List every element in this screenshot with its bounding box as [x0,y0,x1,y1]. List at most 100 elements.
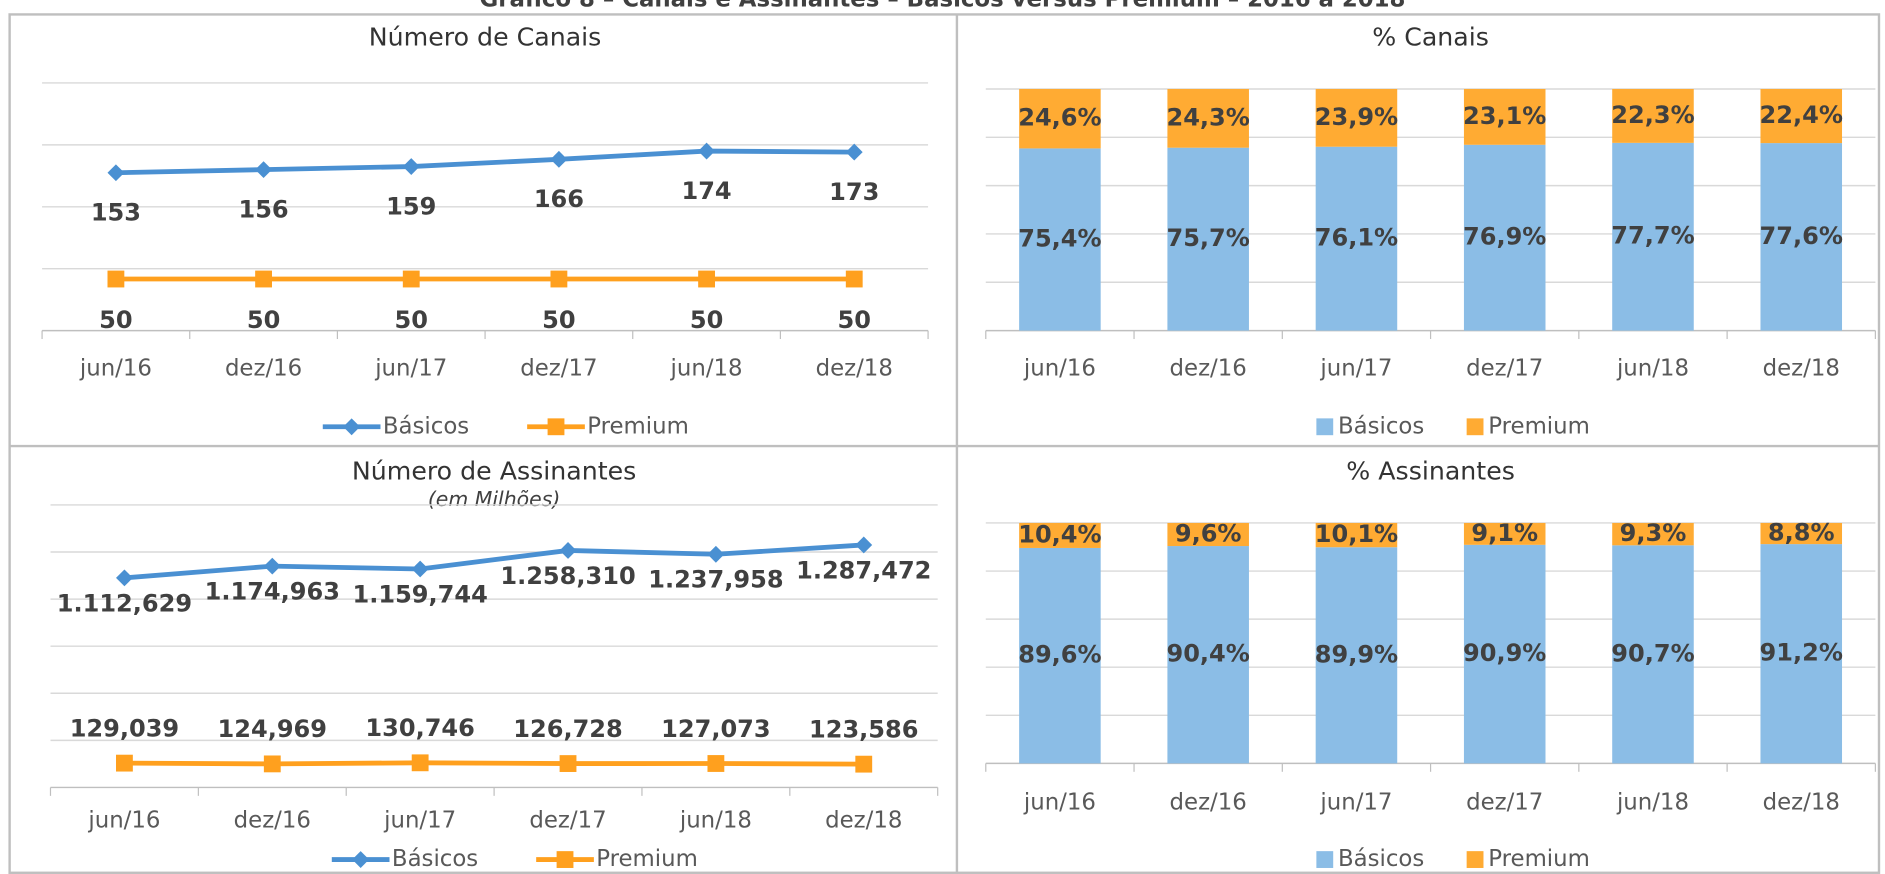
data-label: 1.112,629 [57,589,192,617]
marker [263,557,281,575]
x-tick-label: jun/18 [1616,790,1689,816]
x-tick-label: dez/18 [825,808,902,834]
bar-segment [1612,88,1694,143]
data-label: 123,586 [809,715,918,743]
data-label: 9,1% [1471,519,1538,547]
data-label: 50 [395,306,428,334]
data-label: 22,4% [1760,101,1843,129]
line-series [124,760,864,767]
bar-segment [1315,522,1398,548]
data-label: 126,728 [513,715,622,743]
data-label: 159 [386,192,436,220]
x-tick-label: dez/16 [1170,790,1247,816]
bar-segment [1463,144,1546,331]
x-tick-label: dez/17 [1466,790,1543,816]
legend-marker [343,418,361,436]
marker [402,270,420,288]
data-label: 174 [681,177,731,205]
data-label: 1.159,744 [353,580,488,608]
chart-title: Número de Assinantes [352,456,636,485]
legend-label: Premium [1488,413,1590,439]
bar-segment [1760,88,1843,144]
marker [559,755,577,772]
x-tick-label: jun/16 [87,808,160,834]
marker [411,754,429,772]
marker [107,164,125,182]
bar-segment [1019,148,1101,331]
chart-title: % Canais [1372,22,1489,51]
data-label: 75,4% [1018,225,1101,253]
data-label: 90,7% [1611,639,1694,667]
bar-segment [1760,143,1843,331]
chart-subtitle: (em Milhões) [428,487,561,511]
data-label: 8,8% [1768,519,1835,547]
data-label: 9,3% [1620,519,1687,547]
page-title: Gráfico 8 – Canais e Assinantes – Básico… [480,0,1406,13]
data-label: 90,9% [1463,639,1546,667]
bar-segment [1760,522,1843,545]
data-label: 23,1% [1463,102,1546,130]
legend-marker [556,851,574,868]
x-tick-label: dez/18 [816,356,893,382]
data-label: 166 [534,185,584,213]
x-tick-label: jun/17 [383,808,456,834]
data-label: 1.237,958 [648,566,783,594]
data-label: 91,2% [1760,639,1843,667]
data-label: 173 [829,178,879,206]
marker [550,270,568,288]
data-label: 156 [238,196,288,224]
data-label: 89,9% [1315,640,1398,668]
data-label: 130,746 [365,714,474,742]
bar-segment [1167,147,1249,331]
marker [845,270,863,288]
x-tick-label: dez/17 [520,356,597,382]
marker [255,161,272,179]
data-label: 50 [838,306,871,334]
data-label: 50 [542,306,575,334]
bar-segment [1167,522,1249,547]
bar-segment [1612,545,1694,764]
marker [855,536,873,554]
marker [845,143,863,161]
legend-swatch [1466,418,1484,436]
marker [707,755,725,772]
data-label: 124,969 [218,715,327,743]
x-tick-label: dez/18 [1763,356,1840,382]
legend-swatch [1316,851,1334,868]
data-label: 23,9% [1315,103,1398,131]
data-label: 1.287,472 [796,556,931,584]
x-tick-label: jun/17 [1319,790,1392,816]
data-label: 129,039 [70,714,179,742]
data-label: 77,7% [1611,222,1694,250]
data-label: 24,6% [1018,104,1101,132]
x-tick-label: jun/18 [670,356,743,382]
x-tick-label: dez/16 [234,808,311,834]
marker [107,270,125,288]
legend-swatch [1466,851,1484,868]
bar-segment [1019,88,1101,149]
marker [255,270,272,288]
marker [411,560,429,578]
marker [855,755,873,773]
data-label: 50 [247,306,280,334]
x-tick-label: dez/17 [1466,356,1543,382]
data-label: 10,1% [1315,520,1398,548]
line-series [115,148,855,176]
x-tick-label: jun/16 [1023,356,1096,382]
marker [707,545,725,563]
marker [550,150,568,168]
bar-segment [1612,522,1694,546]
data-label: 50 [690,306,723,334]
chart-title: Número de Canais [369,22,602,51]
data-label: 75,7% [1166,224,1249,252]
x-tick-label: dez/18 [1763,790,1840,816]
data-label: 127,073 [661,715,770,743]
bar-segment [1315,146,1398,331]
data-label: 89,6% [1018,641,1101,669]
bar-segment [1315,88,1398,147]
legend-label: Premium [587,413,689,439]
legend-swatch [1316,418,1334,436]
bar-segment [1463,544,1546,764]
data-label: 9,6% [1175,519,1242,547]
data-label: 77,6% [1760,222,1843,250]
